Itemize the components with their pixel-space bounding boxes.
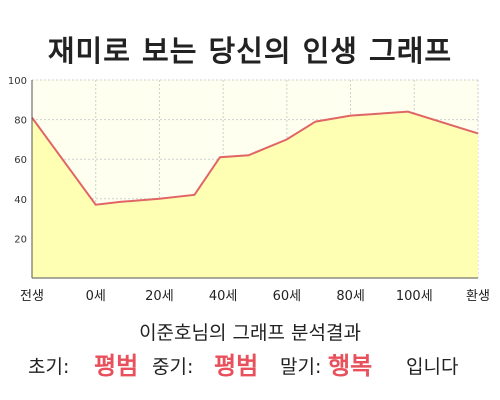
area-fill bbox=[32, 111, 478, 279]
x-tick-label: 40세 bbox=[209, 289, 238, 304]
y-tick-label: 100 bbox=[8, 76, 27, 87]
page-title: 재미로 보는 당신의 인생 그래프 bbox=[47, 34, 453, 68]
life-graph-chart: 20 40 60 80 100 전생 0세 20세 40세 60세 80세 100세 환생 bbox=[8, 76, 490, 304]
y-tick-label: 40 bbox=[14, 195, 27, 206]
middle-label: 중기: bbox=[152, 356, 194, 378]
late-label: 말기: bbox=[280, 356, 322, 378]
ending-text: 입니다 bbox=[406, 356, 459, 378]
x-tick-label: 100세 bbox=[396, 289, 433, 304]
x-tick-label: 0세 bbox=[86, 289, 106, 304]
early-value: 평범 bbox=[94, 352, 139, 380]
early-label: 초기: bbox=[28, 356, 70, 378]
y-tick-label: 80 bbox=[14, 116, 27, 127]
x-tick-label: 60세 bbox=[273, 289, 302, 304]
late-value: 행복 bbox=[328, 352, 373, 380]
x-tick-label: 80세 bbox=[336, 289, 365, 304]
analysis-verdict: 초기: 평범 중기: 평범 말기: 행복 입니다 bbox=[0, 346, 500, 382]
x-tick-label: 환생 bbox=[466, 289, 490, 304]
life-line bbox=[31, 110, 479, 206]
analysis-heading: 이준호님의 그래프 분석결과 bbox=[139, 322, 361, 344]
y-tick-label: 20 bbox=[14, 234, 27, 245]
x-tick-label: 20세 bbox=[145, 289, 174, 304]
y-tick-label: 60 bbox=[14, 155, 27, 166]
x-tick-label: 전생 bbox=[20, 289, 44, 304]
middle-value: 평범 bbox=[214, 352, 259, 380]
